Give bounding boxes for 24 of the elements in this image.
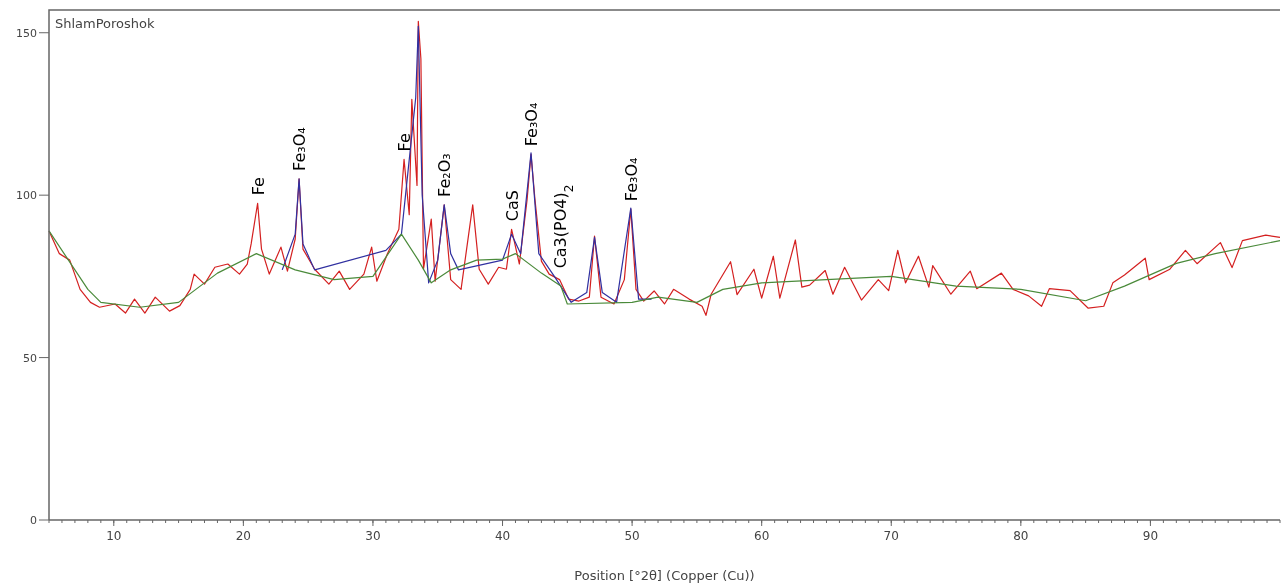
y-tick-label: 50 [23, 351, 37, 365]
annotation: Fe₃O₄ [621, 157, 641, 202]
x-tick-label: 60 [754, 529, 770, 543]
annotation: Fe₂O₃ [435, 153, 455, 197]
annotation: CaS [502, 190, 522, 222]
y-tick-label: 0 [30, 514, 37, 527]
x-tick-label: 50 [624, 529, 640, 543]
x-tick-label: 10 [106, 529, 122, 543]
annotation: Fe₃O₄ [290, 127, 310, 171]
line-series [281, 25, 653, 303]
x-tick-label: 30 [365, 529, 381, 543]
text: ShlamPoroshok [55, 16, 156, 31]
x-tick-label: 70 [883, 529, 899, 543]
x-tick-label: 40 [494, 529, 511, 543]
annotation: Fe [395, 133, 415, 152]
annotation: Fe [248, 177, 268, 196]
y-tick-label: 100 [16, 189, 37, 203]
x-tick-label: 80 [1013, 529, 1029, 543]
line-series [48, 20, 1281, 316]
x-tick-label: 90 [1142, 529, 1159, 543]
x-axis-title: Position [°2θ] (Copper (Cu)) [574, 568, 755, 583]
annotation: Fe₃O₄ [522, 102, 542, 147]
x-tick-label: 20 [235, 529, 252, 543]
y-tick-label: 150 [16, 26, 37, 40]
